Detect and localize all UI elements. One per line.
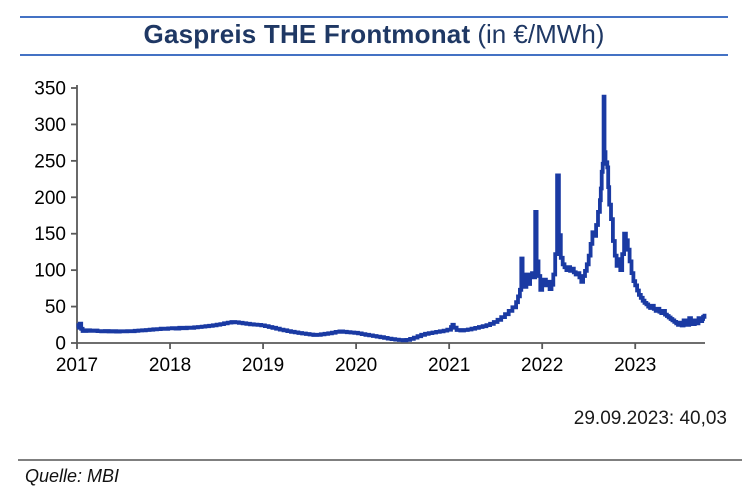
price-series-line xyxy=(76,94,707,343)
y-axis-tick-label: 0 xyxy=(55,334,66,355)
source-label: Quelle: MBI xyxy=(25,466,120,486)
y-axis-tick-label: 150 xyxy=(34,224,66,245)
x-axis-tick-label: 2017 xyxy=(56,355,98,376)
chart-title: Gaspreis THE Frontmonat xyxy=(143,19,471,49)
x-axis-tick-label: 2023 xyxy=(614,355,656,376)
price-line-chart: 0 50 100 150 200 250 300 350 2017 2018 2019 2020 202… xyxy=(34,79,707,376)
chart-title-block: Gaspreis THE Frontmonat (in €/MWh) xyxy=(20,16,728,56)
y-axis-tick-label: 50 xyxy=(45,297,66,318)
x-axis-tick-label: 2018 xyxy=(149,355,191,376)
y-axis-tick-label: 350 xyxy=(34,79,66,100)
footer-divider xyxy=(18,459,742,461)
x-axis-tick-label: 2020 xyxy=(335,355,377,376)
y-axis-tick-label: 300 xyxy=(34,115,66,136)
y-axis-tick-label: 250 xyxy=(34,151,66,172)
x-axis-tick-label: 2019 xyxy=(242,355,284,376)
chart-title-unit: (in €/MWh) xyxy=(477,19,605,49)
x-axis-tick-label: 2022 xyxy=(521,355,563,376)
y-axis-tick-label: 100 xyxy=(34,261,66,282)
last-value-annotation: 29.09.2023: 40,03 xyxy=(573,408,727,429)
y-axis-tick-label: 200 xyxy=(34,188,66,209)
x-axis-tick-label: 2021 xyxy=(428,355,470,376)
